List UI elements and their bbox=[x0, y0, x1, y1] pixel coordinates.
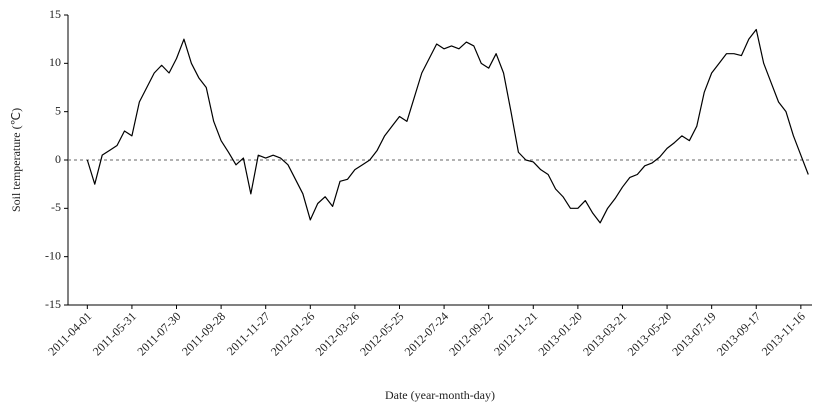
x-tick-label: 2012-07-24 bbox=[402, 309, 451, 358]
x-tick-label: 2013-01-20 bbox=[535, 309, 584, 358]
temperature-line bbox=[86, 28, 809, 224]
y-tick-label: 10 bbox=[49, 55, 61, 69]
x-tick-label: 2012-11-21 bbox=[491, 309, 540, 358]
y-tick-label: 0 bbox=[55, 152, 61, 166]
x-tick-label: 2011-09-28 bbox=[179, 309, 228, 358]
y-tick-label: -10 bbox=[45, 248, 61, 262]
x-tick-label: 2012-01-26 bbox=[268, 309, 317, 358]
x-axis-label: Date (year-month-day) bbox=[385, 388, 495, 402]
x-tick-label: 2013-05-20 bbox=[625, 309, 674, 358]
y-tick-label: 5 bbox=[55, 103, 61, 117]
x-tick-label: 2013-11-16 bbox=[759, 309, 808, 358]
y-axis-label: Soil temperature (℃) bbox=[9, 108, 23, 212]
x-tick-label: 2013-09-17 bbox=[714, 309, 763, 358]
y-tick-label: -15 bbox=[45, 297, 61, 311]
x-tick-label: 2013-03-21 bbox=[580, 309, 629, 358]
x-tick-label: 2011-04-01 bbox=[45, 309, 94, 358]
x-tick-label: 2013-07-19 bbox=[669, 309, 718, 358]
x-tick-label: 2011-11-27 bbox=[224, 309, 273, 358]
x-tick-label: 2011-05-31 bbox=[90, 309, 139, 358]
x-tick-label: 2012-09-22 bbox=[446, 309, 495, 358]
x-tick-label: 2012-05-25 bbox=[357, 309, 406, 358]
x-tick-label: 2011-07-30 bbox=[134, 309, 183, 358]
y-tick-label: -5 bbox=[51, 200, 61, 214]
y-tick-label: 15 bbox=[49, 7, 61, 21]
x-tick-label: 2012-03-26 bbox=[312, 309, 361, 358]
